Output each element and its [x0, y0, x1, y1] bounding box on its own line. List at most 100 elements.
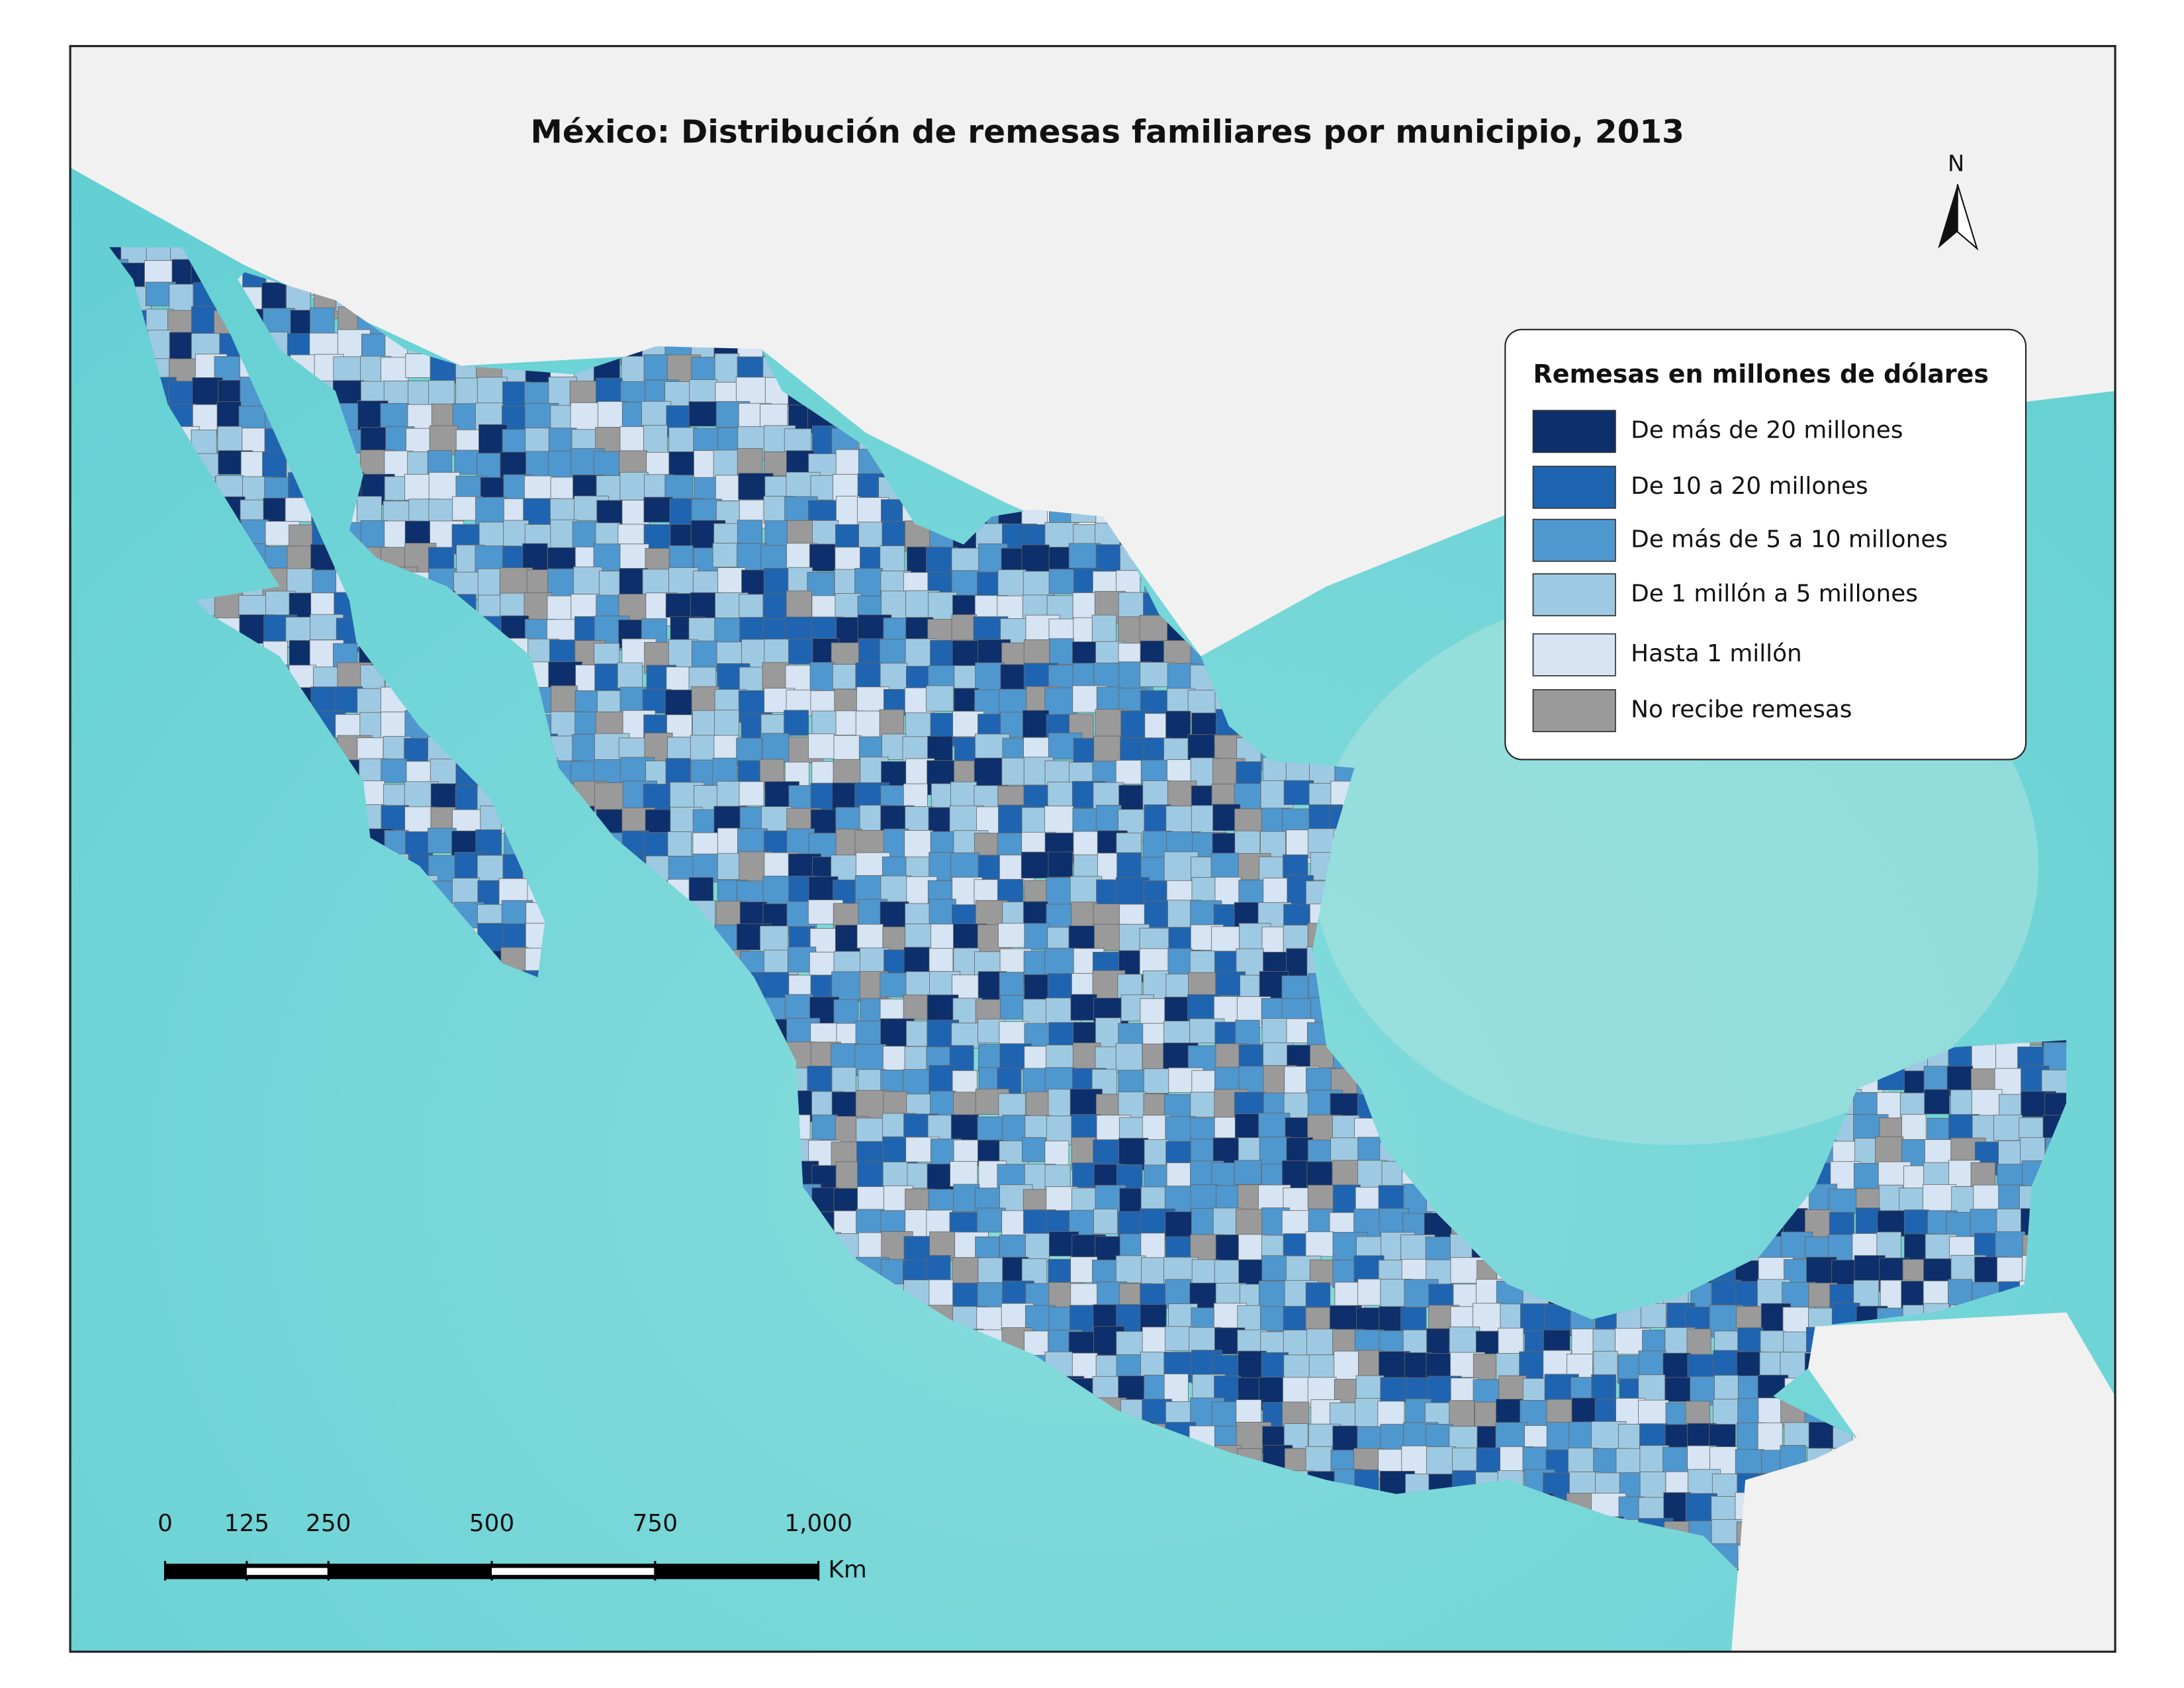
municipality	[1048, 1088, 1074, 1121]
municipality	[477, 453, 502, 479]
municipality	[1234, 1160, 1262, 1185]
scale-label: 750	[633, 1510, 678, 1537]
municipality	[929, 898, 956, 927]
municipality	[1139, 948, 1170, 975]
central-america-land	[1731, 1312, 2116, 1652]
municipality	[261, 282, 287, 313]
municipality	[950, 1114, 979, 1142]
municipality	[882, 733, 907, 761]
legend-swatch	[1532, 410, 1616, 453]
municipality	[360, 520, 388, 549]
municipality	[1001, 757, 1028, 786]
municipality	[1714, 1375, 1739, 1401]
municipality	[1262, 757, 1291, 784]
municipality	[263, 308, 295, 335]
municipality	[762, 733, 790, 763]
municipality	[880, 663, 908, 691]
municipality	[999, 995, 1024, 1019]
municipality	[929, 1064, 956, 1095]
municipality	[1307, 1184, 1334, 1209]
municipality	[1923, 1184, 1956, 1215]
legend-swatch	[1532, 465, 1616, 509]
municipality	[1355, 1398, 1381, 1428]
municipality	[1901, 1113, 1927, 1142]
municipality	[1855, 1207, 1881, 1237]
municipality	[854, 568, 883, 596]
municipality	[950, 781, 978, 810]
municipality	[1210, 853, 1239, 880]
municipality	[1191, 876, 1219, 904]
municipality	[759, 404, 788, 429]
municipality	[1234, 808, 1263, 835]
municipality	[950, 1161, 978, 1187]
municipality	[882, 1162, 908, 1190]
municipality	[594, 782, 625, 811]
scale-segment-inner	[246, 1568, 329, 1575]
legend-label: De más de 20 millones	[1631, 417, 1903, 444]
municipality	[784, 710, 809, 736]
municipality	[548, 450, 574, 480]
municipality	[688, 877, 714, 903]
municipality	[502, 923, 527, 950]
municipality	[1070, 994, 1097, 1021]
municipality	[1093, 735, 1121, 763]
municipality	[997, 923, 1026, 948]
municipality	[714, 353, 739, 383]
legend-label: De más de 5 a 10 millones	[1631, 526, 1948, 553]
municipality	[1357, 1278, 1384, 1306]
municipality	[523, 475, 553, 500]
municipality	[310, 686, 338, 712]
municipality	[1283, 780, 1314, 805]
municipality	[856, 923, 884, 949]
municipality	[929, 1279, 954, 1307]
municipality	[665, 758, 691, 786]
scale-segment-inner	[492, 1568, 655, 1575]
municipality	[1022, 710, 1050, 739]
municipality	[835, 925, 860, 955]
municipality	[997, 569, 1026, 598]
municipality	[1068, 543, 1101, 569]
municipality	[668, 427, 698, 453]
municipality	[1662, 1352, 1691, 1379]
usa-land	[70, 46, 2116, 657]
legend-swatch	[1532, 573, 1616, 616]
north-label: N	[1948, 150, 1964, 176]
municipality	[1784, 1422, 1810, 1448]
municipality	[1091, 614, 1116, 645]
municipality	[858, 736, 886, 761]
municipality	[1997, 1256, 2026, 1285]
municipality	[1143, 1068, 1170, 1094]
municipality	[381, 758, 408, 783]
legend-label: Hasta 1 millón	[1631, 640, 1802, 667]
municipality	[1828, 1188, 1860, 1214]
municipality	[551, 685, 578, 716]
municipality	[997, 833, 1023, 859]
scale-label: 0	[158, 1510, 173, 1537]
municipality	[1115, 1043, 1143, 1072]
municipality	[1948, 1279, 1973, 1306]
municipality	[835, 496, 860, 526]
legend-label: De 10 a 20 millones	[1631, 473, 1868, 500]
municipality	[1664, 1377, 1691, 1402]
legend-swatch	[1532, 633, 1616, 677]
municipality	[1021, 1137, 1046, 1162]
scale-segment	[328, 1564, 492, 1579]
municipality	[1308, 1354, 1335, 1382]
municipality	[1993, 1114, 2023, 1141]
municipality	[1048, 851, 1073, 878]
municipality	[977, 1282, 1003, 1311]
municipality	[1449, 1327, 1480, 1356]
municipality	[454, 449, 479, 475]
municipality	[1049, 638, 1074, 665]
municipality	[809, 543, 836, 572]
municipality	[1140, 1233, 1165, 1260]
municipality	[381, 357, 409, 382]
municipality	[1139, 615, 1170, 644]
municipality	[712, 543, 742, 568]
municipality	[977, 1116, 1006, 1141]
municipality	[1259, 1137, 1291, 1166]
legend-swatch	[1532, 689, 1616, 733]
municipality	[405, 353, 431, 378]
